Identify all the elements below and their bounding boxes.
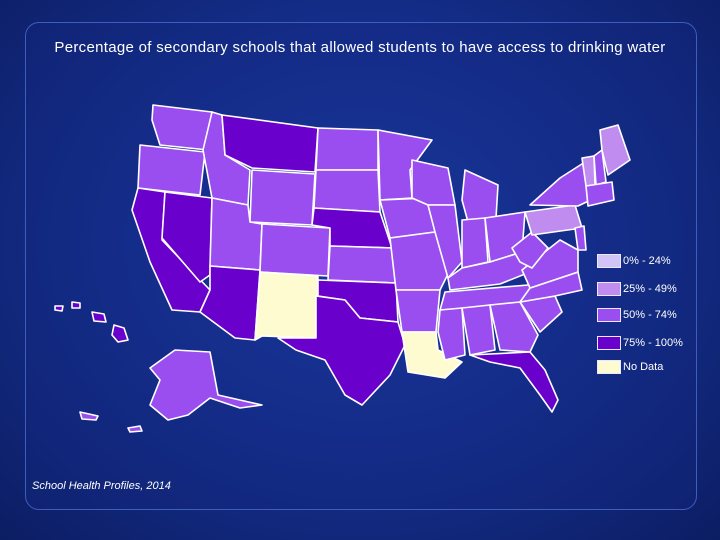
- page-title: Percentage of secondary schools that all…: [54, 39, 666, 56]
- legend-swatch: [597, 308, 621, 322]
- legend-item: 0% - 24%: [597, 252, 697, 270]
- state-wi: [411, 159, 456, 206]
- legend-label: 25% - 49%: [623, 283, 677, 295]
- state-ga: [489, 301, 539, 353]
- state-mid-atlantic-small: [574, 225, 587, 251]
- legend-label: No Data: [623, 361, 664, 373]
- legend-swatch: [597, 360, 621, 374]
- state-hi-small: [54, 305, 64, 312]
- state-wy: [249, 169, 316, 226]
- state-ks: [327, 245, 397, 284]
- state-fl: [469, 351, 559, 413]
- state-mn: [377, 129, 433, 201]
- state-nh: [593, 149, 607, 186]
- state-sd: [313, 169, 381, 213]
- state-wa: [151, 104, 213, 151]
- state-in: [461, 217, 489, 269]
- legend-item: 75% - 100%: [597, 334, 697, 352]
- state-me: [599, 124, 631, 176]
- legend-item: No Data: [597, 358, 697, 376]
- state-tx: [277, 295, 406, 406]
- legend-swatch: [597, 254, 621, 268]
- state-la: [401, 331, 463, 379]
- legend-swatch: [597, 282, 621, 296]
- legend-item: 50% - 74%: [597, 306, 697, 324]
- source-citation: School Health Profiles, 2014: [32, 480, 171, 492]
- legend-item: 25% - 49%: [597, 280, 697, 298]
- state-hi-big: [111, 324, 129, 343]
- state-nm: [254, 271, 319, 341]
- state-ak: [149, 349, 263, 421]
- state-mo: [389, 231, 451, 291]
- state-az: [199, 265, 261, 341]
- state-nd: [315, 127, 379, 171]
- legend-label: 75% - 100%: [623, 337, 683, 349]
- legend-label: 50% - 74%: [623, 309, 677, 321]
- state-nv: [161, 191, 213, 283]
- state-hi-mid: [91, 311, 107, 323]
- state-co: [259, 223, 331, 277]
- state-or: [137, 144, 206, 196]
- state-va: [521, 239, 579, 289]
- state-wv: [511, 231, 549, 269]
- legend-label: 0% - 24%: [623, 255, 671, 267]
- state-ar: [395, 289, 441, 333]
- state-ms: [437, 307, 466, 361]
- state-hi-small: [71, 301, 81, 309]
- state-mt: [221, 114, 319, 173]
- state-pa: [524, 204, 583, 236]
- state-ak-island: [127, 425, 143, 433]
- state-al: [461, 304, 496, 356]
- legend-swatch: [597, 336, 621, 350]
- state-mi: [461, 169, 499, 223]
- state-il: [427, 204, 463, 279]
- state-ak-island: [79, 411, 99, 421]
- state-new-england-south: [585, 181, 615, 207]
